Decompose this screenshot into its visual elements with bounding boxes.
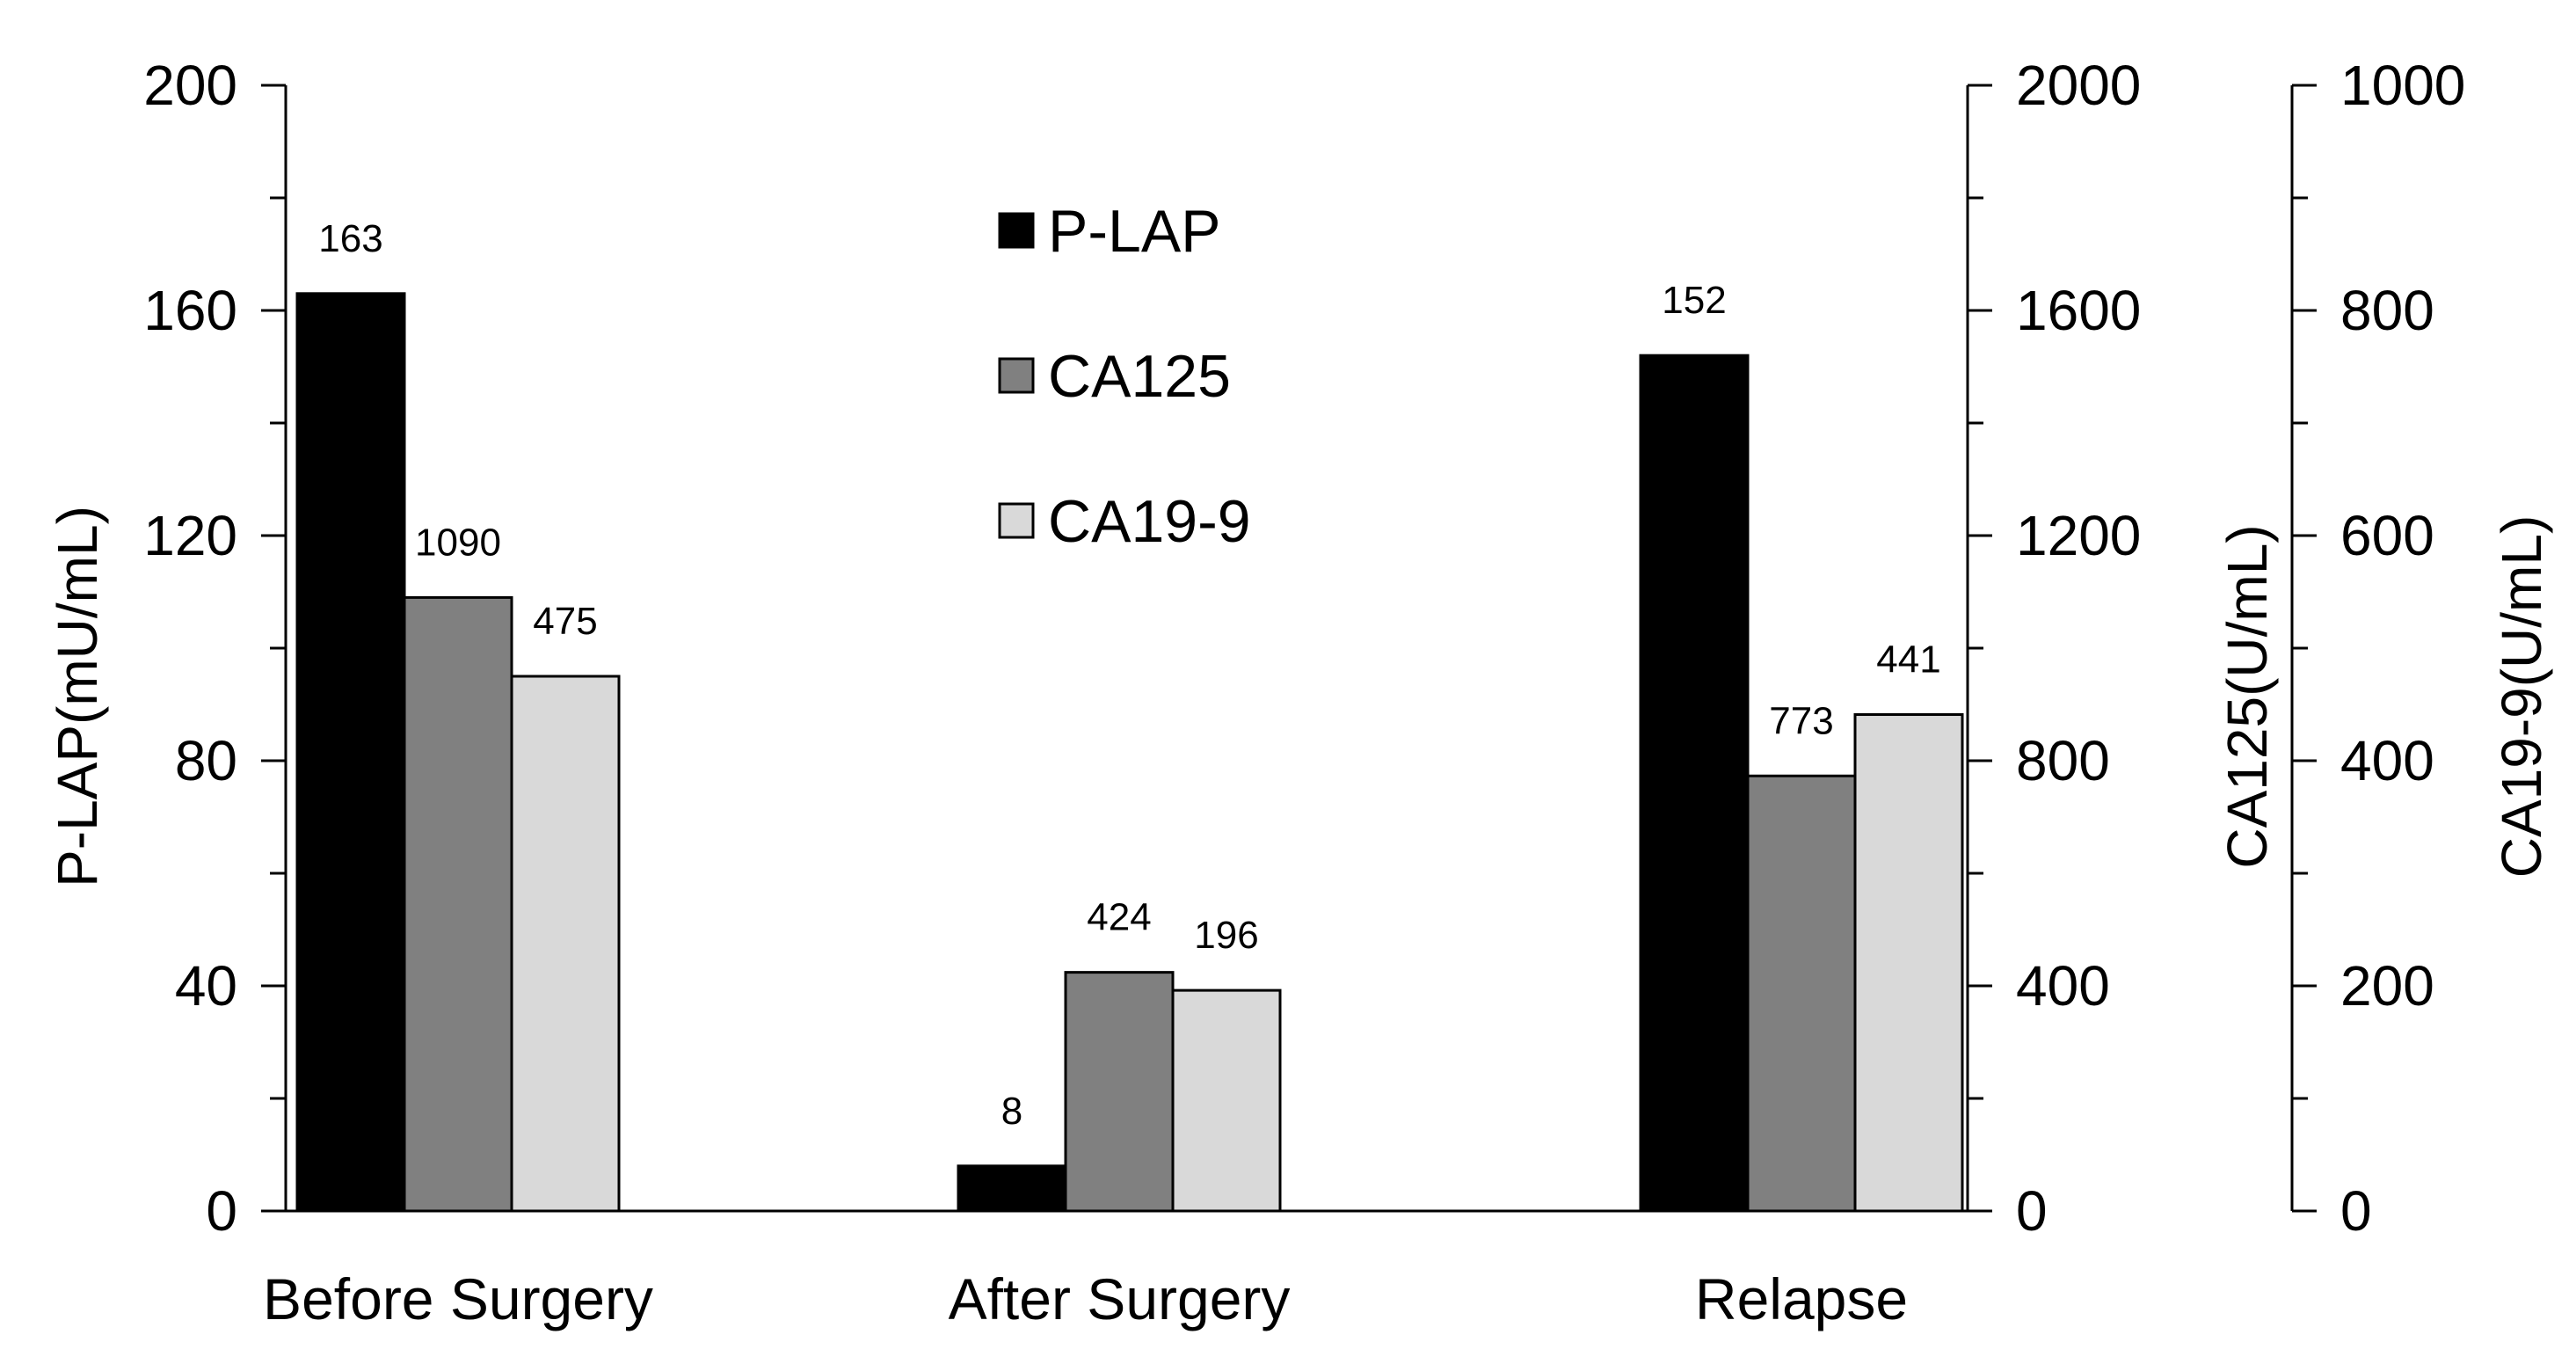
tick-label-left: 200 — [143, 54, 237, 117]
tick-label-right1: 1600 — [2016, 279, 2141, 342]
data-label: 424 — [1087, 896, 1151, 939]
tick-label-left: 160 — [143, 279, 237, 342]
legend-item: P-LAP — [998, 198, 1221, 265]
tick-label-right1: 800 — [2016, 729, 2110, 792]
tick-label-left: 80 — [175, 729, 237, 792]
tick-label-right1: 2000 — [2016, 54, 2141, 117]
axis-title-right2: CA19-9(U/mL) — [2490, 515, 2553, 879]
data-label: 163 — [318, 217, 382, 260]
legend-label: CA19-9 — [1048, 488, 1251, 555]
data-label: 773 — [1769, 699, 1833, 742]
y-axis-right2: 0 200 400 600 800 1000 CA19-9(U/mL) — [2290, 54, 2553, 1243]
category-label: Before Surgery — [263, 1266, 653, 1331]
legend-swatch — [998, 502, 1035, 539]
bars — [295, 292, 1964, 1213]
bar-ca125 — [1064, 971, 1175, 1213]
axis-title-left: P-LAP(mU/mL) — [46, 506, 109, 887]
data-label: 8 — [1001, 1090, 1022, 1133]
data-labels: 163 8 152 1090 424 773 475 196 441 — [318, 217, 1940, 1133]
bar-ca19-9 — [1853, 713, 1964, 1213]
bar-ca125 — [403, 595, 513, 1213]
tick-label-right2: 600 — [2340, 504, 2434, 567]
tick-label-right2: 800 — [2340, 279, 2434, 342]
tick-label-right1: 0 — [2016, 1179, 2048, 1243]
legend-label: P-LAP — [1048, 198, 1221, 265]
data-label: 475 — [533, 600, 597, 643]
tick-label-right2: 400 — [2340, 729, 2434, 792]
tick-label-right1: 1200 — [2016, 504, 2141, 567]
y-axis-left: 0 40 80 120 160 200 P-LAP(mU/mL) — [46, 54, 287, 1243]
bar-p-lap — [295, 292, 406, 1213]
legend-swatch — [998, 357, 1035, 394]
bar-ca19-9 — [1171, 988, 1282, 1213]
tick-label-right1: 400 — [2016, 954, 2110, 1018]
legend-item: CA125 — [998, 343, 1231, 410]
tick-label-right2: 1000 — [2340, 54, 2465, 117]
tick-label-left: 0 — [206, 1179, 237, 1243]
y-axis-right1: 0 400 800 1200 1600 2000 CA125(U/mL) — [1966, 54, 2279, 1243]
tick-label-left: 120 — [143, 504, 237, 567]
data-label: 1090 — [415, 521, 501, 564]
legend-label: CA125 — [1048, 343, 1231, 410]
axes: 04080120160200P-LAP(mU/mL)04008001200160… — [46, 54, 2553, 1331]
data-label: 152 — [1662, 279, 1726, 322]
bar-ca125 — [1746, 774, 1857, 1213]
data-label: 196 — [1194, 914, 1258, 957]
tick-label-right2: 200 — [2340, 954, 2434, 1018]
data-label: 441 — [1876, 638, 1940, 682]
axis-title-right1: CA125(U/mL) — [2216, 524, 2279, 868]
category-label: Relapse — [1695, 1266, 1908, 1331]
legend: P-LAP CA125 CA19-9 — [998, 198, 1251, 555]
tick-label-left: 40 — [175, 954, 237, 1018]
category-label: After Surgery — [949, 1266, 1291, 1331]
bar-p-lap — [1639, 354, 1750, 1213]
tick-label-right2: 0 — [2340, 1179, 2372, 1243]
legend-swatch — [998, 212, 1035, 249]
bar-p-lap — [957, 1164, 1067, 1213]
bar-ca19-9 — [510, 675, 621, 1213]
legend-item: CA19-9 — [998, 488, 1251, 555]
